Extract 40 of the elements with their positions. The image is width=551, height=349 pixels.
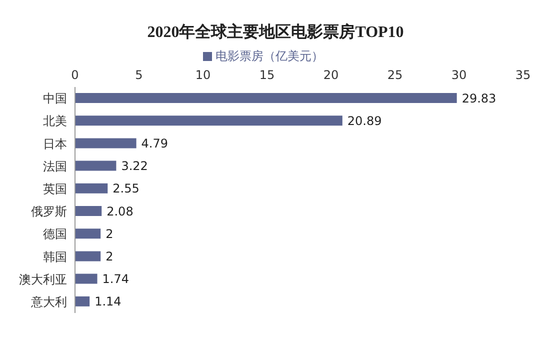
y-tick-label: 北美: [43, 114, 67, 128]
data-label: 3.22: [121, 159, 148, 174]
legend-label: 电影票房（亿美元）: [216, 49, 324, 63]
chart-title: 2020年全球主要地区电影票房TOP10: [146, 22, 405, 43]
bar: [75, 138, 136, 148]
data-label: 4.79: [141, 136, 168, 150]
data-label: 29.83: [462, 91, 496, 106]
y-tick-label: 澳大利亚: [19, 272, 67, 286]
bar: [75, 160, 116, 171]
bar: [75, 116, 342, 126]
x-tick-label: 0: [71, 68, 79, 82]
data-label: 2.08: [106, 204, 134, 218]
bar: [75, 251, 101, 262]
x-tick-label: 30: [451, 68, 467, 82]
bar: [75, 296, 90, 306]
y-tick-label: 日本: [43, 136, 67, 151]
x-tick-label: 10: [195, 68, 211, 82]
data-label: 2.55: [112, 182, 140, 196]
y-tick-label: 意大利: [30, 294, 67, 309]
bar: [75, 206, 102, 216]
data-label: 20.89: [347, 114, 382, 128]
data-label: 1.74: [102, 272, 129, 286]
x-tick-label: 35: [515, 68, 531, 82]
y-tick-label: 法国: [43, 159, 67, 174]
bar: [75, 274, 98, 284]
bar: [75, 183, 108, 194]
y-tick-label: 英国: [43, 182, 67, 196]
y-tick-label: 韩国: [43, 250, 67, 264]
x-tick-label: 5: [135, 68, 143, 82]
y-tick-label: 中国: [43, 92, 67, 106]
x-tick-label: 15: [259, 68, 275, 82]
bar: [75, 228, 101, 239]
data-label: 1.14: [94, 294, 122, 309]
bar: [75, 93, 457, 103]
x-tick-label: 25: [387, 68, 403, 82]
data-label: 2: [106, 226, 114, 241]
data-label: 2: [106, 249, 114, 264]
y-tick-label: 德国: [43, 227, 67, 242]
x-tick-label: 20: [323, 68, 339, 82]
y-tick-label: 俄罗斯: [31, 204, 67, 219]
